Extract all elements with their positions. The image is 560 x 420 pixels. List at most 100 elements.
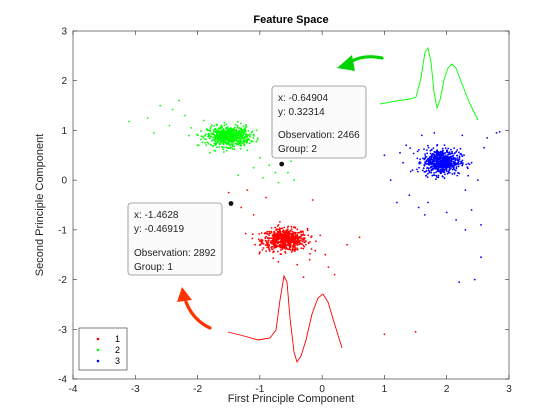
data-point bbox=[278, 231, 280, 234]
data-point bbox=[310, 236, 312, 239]
x-tick-label: 3 bbox=[506, 384, 512, 395]
data-point bbox=[283, 231, 286, 234]
data-point bbox=[461, 159, 464, 162]
data-point bbox=[268, 232, 271, 235]
data-point bbox=[288, 236, 291, 238]
data-point bbox=[456, 154, 458, 157]
data-point bbox=[256, 137, 259, 139]
data-point bbox=[467, 174, 470, 177]
series-1 bbox=[227, 189, 417, 336]
data-point bbox=[452, 154, 455, 157]
data-point bbox=[281, 240, 283, 242]
datatip-group-1[interactable]: x: -1.4628 y: -0.46919 Observation: 2892… bbox=[127, 202, 223, 276]
data-point bbox=[146, 117, 149, 119]
data-point bbox=[450, 152, 453, 155]
series-2 bbox=[128, 99, 295, 184]
red-arrow-head bbox=[177, 287, 192, 302]
data-point bbox=[274, 171, 277, 174]
data-point bbox=[437, 160, 440, 163]
highlighted-point[interactable] bbox=[228, 201, 234, 206]
data-point bbox=[279, 232, 282, 234]
legend-label-2: 2 bbox=[115, 345, 120, 355]
data-point bbox=[289, 233, 292, 235]
legend-label-3: 3 bbox=[115, 356, 120, 366]
data-point bbox=[427, 157, 430, 160]
data-point bbox=[236, 124, 239, 127]
data-point bbox=[433, 132, 436, 134]
data-point bbox=[213, 142, 216, 145]
data-point bbox=[178, 99, 180, 102]
data-point bbox=[234, 123, 237, 126]
data-point bbox=[260, 232, 263, 234]
data-point bbox=[220, 133, 223, 136]
data-point bbox=[455, 166, 458, 168]
data-point bbox=[458, 151, 460, 154]
highlighted-point[interactable] bbox=[279, 161, 285, 167]
data-point bbox=[230, 136, 233, 139]
data-point bbox=[284, 242, 286, 244]
data-point bbox=[270, 231, 273, 234]
data-point bbox=[307, 234, 310, 237]
data-point bbox=[435, 171, 437, 174]
waveform-inset-1 bbox=[379, 46, 479, 121]
data-point bbox=[432, 147, 435, 150]
data-point bbox=[431, 160, 434, 163]
data-point bbox=[460, 160, 463, 163]
data-point bbox=[266, 231, 268, 233]
data-point bbox=[426, 176, 429, 179]
data-point bbox=[236, 121, 239, 123]
data-point bbox=[441, 165, 444, 168]
data-point bbox=[266, 233, 268, 235]
data-point bbox=[228, 142, 230, 145]
data-point bbox=[455, 167, 458, 170]
data-point bbox=[285, 246, 288, 249]
data-point bbox=[441, 147, 444, 150]
data-point bbox=[428, 171, 431, 174]
data-point bbox=[430, 171, 433, 174]
data-point bbox=[276, 237, 279, 240]
arrows-layer bbox=[177, 55, 384, 330]
data-point bbox=[239, 127, 242, 130]
data-point bbox=[324, 253, 327, 256]
data-point bbox=[260, 240, 263, 243]
data-point bbox=[209, 151, 211, 154]
data-point bbox=[464, 189, 467, 192]
data-point bbox=[422, 167, 425, 170]
data-point bbox=[430, 169, 433, 172]
data-point bbox=[286, 248, 289, 250]
data-point bbox=[280, 237, 282, 240]
data-point bbox=[290, 251, 293, 253]
data-point bbox=[277, 181, 280, 184]
data-point bbox=[284, 252, 287, 254]
datatip-group-2[interactable]: x: -0.64904 y: 0.32314 Observation: 2466… bbox=[271, 85, 367, 159]
data-point bbox=[346, 243, 348, 246]
legend-box bbox=[78, 327, 128, 371]
data-point bbox=[427, 172, 429, 175]
data-point bbox=[268, 247, 270, 250]
data-point bbox=[213, 128, 216, 131]
data-point bbox=[310, 248, 313, 250]
data-point bbox=[274, 235, 277, 238]
data-point bbox=[190, 127, 193, 129]
data-point bbox=[449, 155, 452, 158]
data-point bbox=[251, 233, 254, 236]
legend[interactable]: 1 2 3 bbox=[78, 327, 128, 371]
axes-box bbox=[72, 30, 510, 380]
data-point bbox=[252, 214, 255, 216]
data-point bbox=[453, 166, 455, 169]
data-point bbox=[235, 128, 238, 131]
data-point bbox=[235, 131, 238, 134]
data-point bbox=[296, 263, 299, 266]
data-point bbox=[244, 136, 247, 139]
data-point bbox=[235, 139, 238, 142]
x-tick-label: -3 bbox=[131, 384, 140, 395]
data-point bbox=[467, 162, 470, 165]
y-axis-label: Second Principle Component bbox=[34, 134, 46, 276]
data-point bbox=[304, 237, 306, 240]
data-point bbox=[441, 155, 443, 158]
data-point bbox=[279, 230, 282, 233]
data-point bbox=[262, 242, 265, 245]
data-point bbox=[445, 154, 447, 157]
data-point bbox=[444, 156, 447, 159]
data-point bbox=[281, 233, 283, 236]
